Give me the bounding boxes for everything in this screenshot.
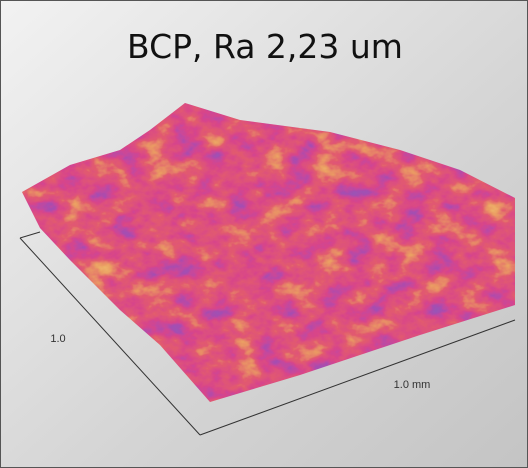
surface-figure: BCP, Ra 2,23 um 1.0 1.0 mm: [0, 0, 528, 468]
axis-label: 1.0 mm: [394, 379, 431, 391]
title: BCP, Ra 2,23 um: [127, 27, 403, 66]
axis-label: 1.0: [50, 333, 65, 345]
page: BCP, Ra 2,23 um 1.0 1.0 mm (() => { cons…: [0, 0, 528, 468]
